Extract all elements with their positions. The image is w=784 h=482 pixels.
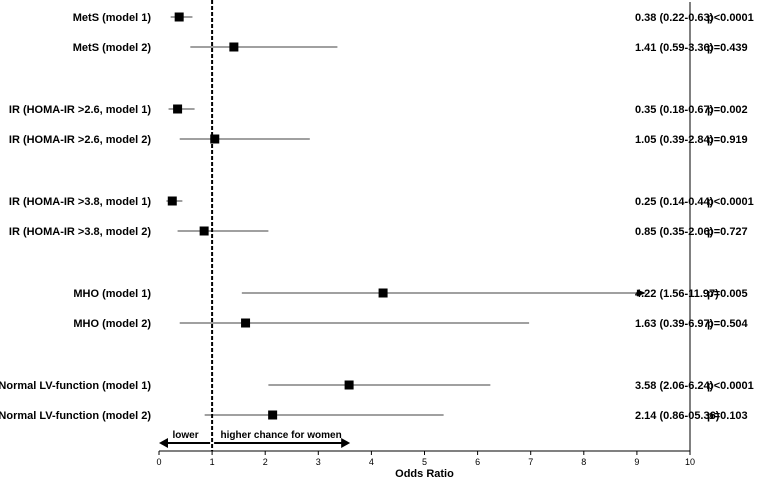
ci-truncation-arrow <box>636 289 646 297</box>
row-label: MetS (model 1) <box>73 12 152 24</box>
forest-row: IR (HOMA-IR >3.8, model 1) 0.25 (0.14-0.4… <box>9 196 754 208</box>
row-ci-text: 1.41 (0.59-3.36) <box>635 42 714 54</box>
forest-row: MHO (model 1) 4.22 (1.56-11.97)p=0.005 <box>73 288 747 300</box>
row-label: IR (HOMA-IR >3.8, model 2) <box>9 226 151 238</box>
row-label: IR (HOMA-IR >2.6, model 2) <box>9 134 151 146</box>
x-tick-label: 10 <box>685 457 695 467</box>
x-tick-label: 5 <box>422 457 427 467</box>
forest-row: IR (HOMA-IR >2.6, model 1) 0.35 (0.18-0.6… <box>9 104 748 116</box>
x-axis: lower higher chance for women 0 1 2 3 4 5 6 7 8 9 10 <box>156 0 695 467</box>
row-label: MetS (model 2) <box>73 42 152 54</box>
forest-row: Normal LV-function (model 2) 2.14 (0.86-0… <box>0 410 748 422</box>
x-tick-label: 6 <box>475 457 480 467</box>
row-label: Normal LV-function (model 1) <box>0 380 151 392</box>
lower-arrow-head <box>159 438 168 448</box>
odds-ratio-marker <box>229 42 239 52</box>
row-ci-text: 0.85 (0.35-2.06) <box>635 226 714 238</box>
forest-row: MetS (model 2) 1.41 (0.59-3.36)p=0.439 <box>73 42 748 54</box>
x-axis-title: Odds Ratio <box>395 468 454 480</box>
x-tick-label: 4 <box>369 457 374 467</box>
x-tick-label: 7 <box>528 457 533 467</box>
forest-row: IR (HOMA-IR >3.8, model 2) 0.85 (0.35-2.0… <box>9 226 748 238</box>
row-p-value: p<0.0001 <box>707 12 754 24</box>
odds-ratio-marker <box>173 104 183 114</box>
x-tick-label: 2 <box>263 457 268 467</box>
row-ci-text: 0.25 (0.14-0.44) <box>635 196 714 208</box>
x-tick-label: 0 <box>156 457 161 467</box>
row-label: IR (HOMA-IR >2.6, model 1) <box>9 104 151 116</box>
lower-label: lower <box>172 430 198 441</box>
row-p-value: p<0.0001 <box>707 196 754 208</box>
odds-ratio-marker <box>167 196 177 206</box>
odds-ratio-marker <box>199 226 209 236</box>
x-tick-label: 1 <box>210 457 215 467</box>
row-p-value: p=0.919 <box>707 134 748 146</box>
row-ci-text: 4.22 (1.56-11.97) <box>635 288 719 300</box>
row-label: MHO (model 2) <box>73 318 151 330</box>
odds-ratio-marker <box>174 12 184 22</box>
row-p-value: p<0.0001 <box>707 380 754 392</box>
row-p-value: p=0.002 <box>707 104 748 116</box>
row-ci-text: 1.63 (0.39-6.97) <box>635 318 714 330</box>
row-label: MHO (model 1) <box>73 288 151 300</box>
odds-ratio-marker <box>344 380 354 390</box>
odds-ratio-marker <box>210 134 220 144</box>
forest-row: MHO (model 2) 1.63 (0.39-6.97)p=0.504 <box>73 318 748 330</box>
row-label: Normal LV-function (model 2) <box>0 410 151 422</box>
row-ci-text: 0.35 (0.18-0.67) <box>635 104 714 116</box>
rows-layer: MetS (model 1) 0.38 (0.22-0.63)p<0.0001Me… <box>0 12 754 422</box>
row-ci-text: 1.05 (0.39-2.84) <box>635 134 714 146</box>
x-tick-label: 3 <box>316 457 321 467</box>
higher-arrow-head <box>341 438 351 448</box>
row-ci-text: 3.58 (2.06-6.24) <box>635 380 714 392</box>
lower-direction-arrow: lower <box>159 430 211 448</box>
row-p-value: p=0.439 <box>707 42 748 54</box>
row-p-value: p=0.103 <box>707 410 748 422</box>
row-p-value: p=0.504 <box>707 318 749 330</box>
forest-row: Normal LV-function (model 1) 3.58 (2.06-6… <box>0 380 754 392</box>
x-tick-label: 8 <box>581 457 586 467</box>
row-p-value: p=0.005 <box>707 288 748 300</box>
row-ci-text: 2.14 (0.86-05.36) <box>635 410 720 422</box>
forest-row: IR (HOMA-IR >2.6, model 2) 1.05 (0.39-2.8… <box>9 134 748 146</box>
odds-ratio-marker <box>241 318 251 328</box>
odds-ratio-marker <box>268 410 278 420</box>
x-tick-label: 9 <box>634 457 639 467</box>
row-p-value: p=0.727 <box>707 226 748 238</box>
row-label: IR (HOMA-IR >3.8, model 1) <box>9 196 151 208</box>
row-ci-text: 0.38 (0.22-0.63) <box>635 12 714 24</box>
forest-row: MetS (model 1) 0.38 (0.22-0.63)p<0.0001 <box>73 12 754 24</box>
higher-label: higher chance for women <box>221 430 342 441</box>
higher-direction-arrow: higher chance for women <box>214 430 351 448</box>
odds-ratio-marker <box>378 288 388 298</box>
